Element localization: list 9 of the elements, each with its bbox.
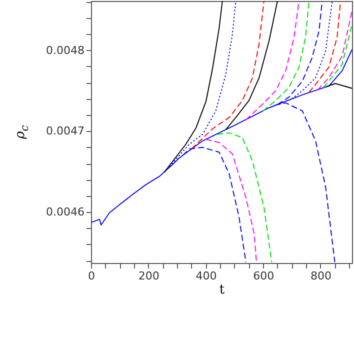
y-tick-label: 0.0048 xyxy=(46,44,84,57)
x-axis-title: t xyxy=(219,282,226,298)
x-tick-label: 400 xyxy=(196,270,217,282)
x-tick-label: 0 xyxy=(88,270,95,282)
y-tick-label: 0.0047 xyxy=(46,124,84,138)
x-tick-label: 600 xyxy=(253,270,274,282)
x-tick-label: 200 xyxy=(138,270,160,282)
x-tick-label: 800 xyxy=(310,270,332,282)
y-tick-label: 0.0046 xyxy=(46,206,84,219)
